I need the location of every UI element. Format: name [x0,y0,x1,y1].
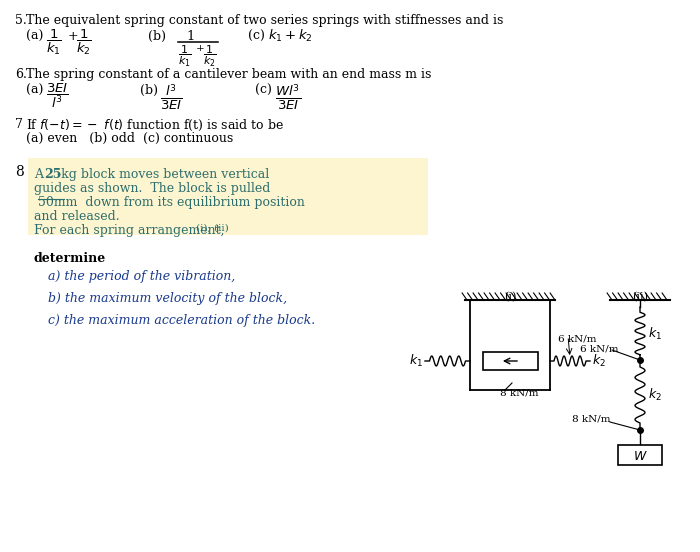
Text: and released.: and released. [34,210,120,223]
Text: For each spring arrangement,: For each spring arrangement, [34,224,228,237]
Text: (c): (c) [255,84,272,97]
Text: $k_2$: $k_2$ [648,387,662,403]
Text: 8 kN/m: 8 kN/m [572,415,610,424]
Text: (b): (b) [140,84,158,97]
Text: $k_1$: $k_1$ [648,326,662,342]
Text: The equivalent spring constant of two series springs with stiffnesses and is: The equivalent spring constant of two se… [26,14,503,27]
Bar [28,158,428,235]
Text: $\dfrac{1}{k_2}$: $\dfrac{1}{k_2}$ [76,28,92,57]
Text: 5.: 5. [15,14,27,27]
Text: A: A [34,168,47,181]
Text: (a): (a) [26,30,43,43]
Text: If $f(-t) = -\ f(t)$ function f(t) is said to be: If $f(-t) = -\ f(t)$ function f(t) is sa… [26,118,284,133]
Text: -kg block moves between vertical: -kg block moves between vertical [57,168,270,181]
Text: a) the period of the vibration,: a) the period of the vibration, [48,270,235,283]
Text: 8: 8 [15,165,24,179]
Text: 1: 1 [186,30,195,43]
Text: $\dfrac{1}{k_1}$: $\dfrac{1}{k_1}$ [178,44,192,69]
Text: c) the maximum acceleration of the block.: c) the maximum acceleration of the block… [48,314,315,327]
Text: 50mm  down from its equilibrium position: 50mm down from its equilibrium position [34,196,305,209]
Text: guides as shown.  The block is pulled: guides as shown. The block is pulled [34,182,270,195]
Text: $\dfrac{1}{k_1}$: $\dfrac{1}{k_1}$ [46,28,62,57]
Text: $W$: $W$ [633,449,648,463]
Text: $k_1$: $k_1$ [409,353,423,369]
Bar [482,352,538,370]
Text: The spring constant of a cantilever beam with an end mass m is: The spring constant of a cantilever beam… [26,68,431,81]
Text: 6 kN/m: 6 kN/m [558,334,596,343]
Text: (a) even   (b) odd  (c) continuous: (a) even (b) odd (c) continuous [26,132,233,145]
Text: (i), (ii): (i), (ii) [196,224,229,233]
Text: $\dfrac{3EI}{l^3}$: $\dfrac{3EI}{l^3}$ [46,82,69,110]
Text: (b): (b) [148,30,166,43]
Text: (a): (a) [26,84,43,97]
Bar [618,445,662,465]
Text: 8 kN/m: 8 kN/m [500,388,538,397]
Text: 7: 7 [15,118,23,131]
Text: determine: determine [34,252,106,265]
Text: 6.: 6. [15,68,27,81]
Text: $\dfrac{l^3}{3EI}$: $\dfrac{l^3}{3EI}$ [160,82,183,112]
Text: 6 kN/m: 6 kN/m [580,345,619,354]
Text: $k_2$: $k_2$ [592,353,606,369]
Text: +: + [196,44,204,53]
Text: 25: 25 [44,168,62,181]
Text: (c): (c) [248,30,265,43]
Text: $k_1 + k_2$: $k_1 + k_2$ [268,28,313,44]
Text: $\dfrac{Wl^3}{3EI}$: $\dfrac{Wl^3}{3EI}$ [275,82,301,112]
Text: $\dfrac{1}{k_2}$: $\dfrac{1}{k_2}$ [203,44,217,69]
Text: +: + [68,30,78,43]
Text: (ii): (ii) [632,292,648,302]
Text: b) the maximum velocity of the block,: b) the maximum velocity of the block, [48,292,287,305]
Text: (i): (i) [504,292,516,302]
